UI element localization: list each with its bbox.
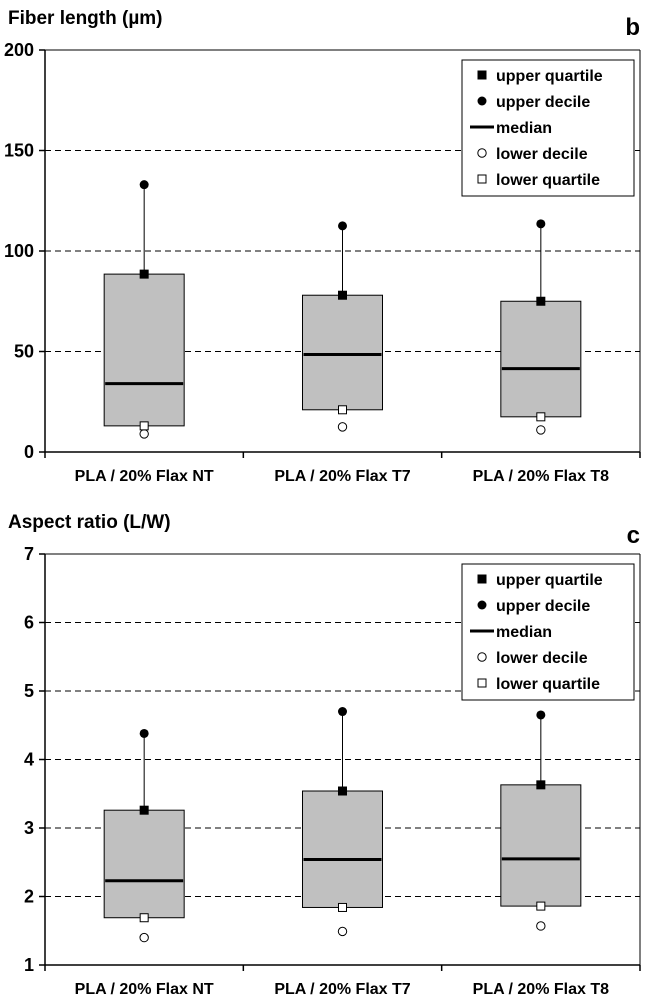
upper-decile-marker-pla-20-flax-t8 <box>536 710 546 720</box>
chart-title: Fiber length (µm) <box>8 8 163 29</box>
lower-quartile-marker-pla-20-flax-t7 <box>338 902 347 912</box>
lower-quartile-marker-pla-20-flax-t8 <box>536 901 546 911</box>
legend-label: lower quartile <box>496 676 600 693</box>
upper-quartile-marker-pla-20-flax-t7 <box>338 786 347 796</box>
x-tick-label: PLA / 20% Flax NT <box>75 468 214 485</box>
upper-decile-marker-pla-20-flax-t7 <box>338 707 347 717</box>
y-tick-label: 1 <box>24 955 34 975</box>
y-tick-label: 0 <box>24 442 34 462</box>
lower-quartile-marker-pla-20-flax-t7 <box>338 405 347 415</box>
legend-symbol <box>477 148 487 158</box>
upper-quartile-marker-pla-20-flax-t8 <box>536 296 546 306</box>
lower-decile-marker-pla-20-flax-t8 <box>536 425 546 435</box>
legend-symbol <box>477 678 487 688</box>
y-tick-label: 150 <box>4 141 34 161</box>
legend-label: upper quartile <box>496 68 603 85</box>
y-tick-label: 100 <box>4 241 34 261</box>
legend-label: median <box>496 120 552 137</box>
legend-label: lower decile <box>496 650 588 667</box>
fiber-length-panel: 0 50 100 150 200 PLA / 20% Flax NT PLA / 20% F… <box>0 0 648 492</box>
lower-decile-marker-pla-20-flax-t7 <box>337 422 348 432</box>
lower-decile-marker-pla-20-flax-nt <box>139 932 149 943</box>
legend-symbol <box>477 652 487 662</box>
y-tick-label: 7 <box>24 544 34 564</box>
x-tick-label: PLA / 20% Flax NT <box>75 981 214 998</box>
upper-decile-marker-pla-20-flax-t8 <box>536 219 546 229</box>
aspect-ratio-chart: 1 2 3 4 5 6 7 PLA / 20% Flax NT PLA / 20% Flax T… <box>24 544 641 998</box>
y-tick-label: 50 <box>14 342 34 362</box>
upper-decile-marker-pla-20-flax-nt <box>139 728 149 738</box>
panel-letter: c <box>626 522 640 549</box>
box-pla-20-flax-t8 <box>500 784 582 907</box>
x-tick-label: PLA / 20% Flax T8 <box>473 981 609 998</box>
legend-label: upper decile <box>496 94 590 111</box>
legend-label: lower decile <box>496 146 588 163</box>
upper-decile-marker-pla-20-flax-nt <box>139 180 149 190</box>
legend-symbol <box>477 70 487 80</box>
y-tick-label: 6 <box>24 613 34 633</box>
box-pla-20-flax-nt <box>103 273 185 427</box>
aspect-ratio-panel: 1 2 3 4 5 6 7 PLA / 20% Flax NT PLA / 20% Flax T… <box>0 508 648 1001</box>
lower-decile-marker-pla-20-flax-t8 <box>536 921 546 931</box>
box-pla-20-flax-nt <box>103 809 185 919</box>
y-tick-label: 3 <box>24 818 34 838</box>
lower-quartile-marker-pla-20-flax-nt <box>139 913 149 923</box>
x-tick-label: PLA / 20% Flax T8 <box>473 468 609 485</box>
box-pla-20-flax-t8 <box>500 300 582 418</box>
lower-decile-marker-pla-20-flax-nt <box>139 429 149 439</box>
chart-title: Aspect ratio (L/W) <box>8 512 171 533</box>
x-tick-label: PLA / 20% Flax T7 <box>274 981 410 998</box>
upper-decile-marker-pla-20-flax-t7 <box>338 221 347 231</box>
legend-label: median <box>496 624 552 641</box>
legend-symbol <box>477 174 487 184</box>
fiber-length-chart: 0 50 100 150 200 PLA / 20% Flax NT PLA / 20% F… <box>4 40 641 485</box>
upper-quartile-marker-pla-20-flax-nt <box>139 805 149 815</box>
upper-quartile-marker-pla-20-flax-t7 <box>338 290 347 300</box>
legend-symbol <box>477 574 487 584</box>
y-tick-label: 2 <box>24 887 34 907</box>
panel-letter: b <box>625 14 640 41</box>
upper-quartile-marker-pla-20-flax-t8 <box>536 780 546 790</box>
box-pla-20-flax-t7 <box>302 294 383 411</box>
box-pla-20-flax-t7 <box>302 790 383 908</box>
lower-quartile-marker-pla-20-flax-t8 <box>536 412 546 422</box>
lower-quartile-marker-pla-20-flax-nt <box>139 421 149 431</box>
legend-symbol <box>477 96 487 106</box>
legend-label: upper decile <box>496 598 590 615</box>
y-tick-label: 4 <box>24 750 34 770</box>
legend-symbol <box>477 600 487 610</box>
upper-quartile-marker-pla-20-flax-nt <box>139 269 149 279</box>
y-tick-label: 200 <box>4 40 34 60</box>
y-tick-label: 5 <box>24 681 34 701</box>
x-tick-label: PLA / 20% Flax T7 <box>274 468 410 485</box>
lower-decile-marker-pla-20-flax-t7 <box>337 926 348 937</box>
legend-label: upper quartile <box>496 572 603 589</box>
legend-label: lower quartile <box>496 172 600 189</box>
